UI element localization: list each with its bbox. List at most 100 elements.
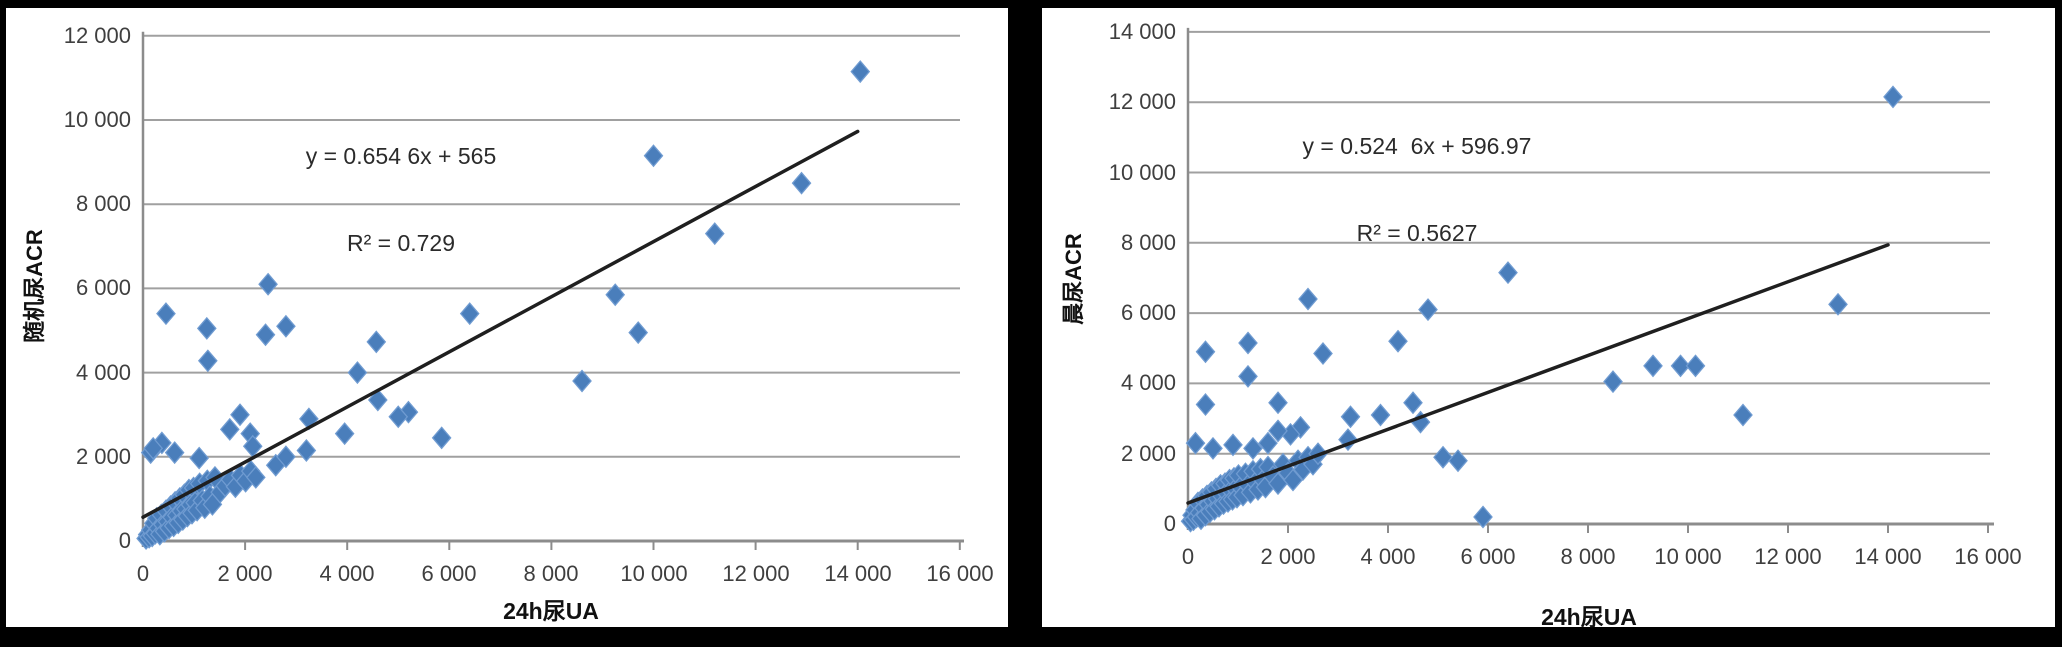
- left-scatter-plot: [136, 31, 964, 550]
- left-x-tick-label: 14 000: [824, 561, 892, 586]
- right-data-point: [1603, 370, 1623, 394]
- right-y-tick-label: 6 000: [1120, 300, 1176, 325]
- right-data-point: [1313, 342, 1333, 366]
- left-data-point: [258, 272, 278, 296]
- left-x-tick-label: 16 000: [926, 561, 994, 586]
- left-data-point: [276, 314, 296, 338]
- right-equation-block: y = 0.524 6x + 596.97 R² = 0.5627: [1242, 74, 1592, 306]
- right-data-point: [1388, 329, 1408, 353]
- left-data-point: [245, 465, 266, 489]
- right-data-point: [1685, 354, 1706, 378]
- left-data-point: [459, 302, 480, 326]
- right-data-point: [1298, 287, 1318, 311]
- right-y-tick-label: 0: [1163, 511, 1176, 536]
- left-data-point: [197, 349, 218, 373]
- left-data-point: [347, 361, 368, 385]
- left-equation-block: y = 0.654 6x + 565 R² = 0.729: [226, 84, 576, 316]
- right-y-tick-label: 14 000: [1108, 19, 1176, 44]
- left-data-point: [572, 369, 592, 393]
- right-data-point: [1203, 436, 1223, 460]
- right-data-point: [1268, 419, 1288, 443]
- left-data-point: [628, 321, 649, 345]
- right-x-tick-label: 4 000: [1360, 544, 1416, 569]
- right-data-point: [1418, 298, 1438, 322]
- right-data-point: [1670, 354, 1691, 378]
- right-data-point: [1433, 445, 1453, 469]
- right-data-point: [1243, 436, 1263, 460]
- right-data-point: [1258, 431, 1278, 455]
- left-data-point: [605, 283, 626, 307]
- left-y-tick-label: 8 000: [75, 191, 131, 216]
- right-data-point: [1195, 340, 1216, 364]
- left-data-point: [296, 438, 317, 462]
- right-x-tick-label: 10 000: [1654, 544, 1722, 569]
- right-data-point: [1340, 405, 1361, 429]
- left-data-point: [276, 445, 296, 469]
- left-chart-panel: y = 0.654 6x + 565 R² = 0.729 24h尿UA 随机尿…: [6, 8, 1008, 627]
- right-y-tick-label: 4 000: [1120, 370, 1176, 395]
- left-data-point: [791, 171, 812, 195]
- left-equation-text: y = 0.654 6x + 565: [305, 143, 497, 169]
- right-data-point: [1403, 391, 1423, 415]
- right-data-point: [1238, 364, 1258, 388]
- left-y-tick-label: 6 000: [75, 275, 131, 300]
- right-equation-text: y = 0.524 6x + 596.97: [1302, 133, 1532, 159]
- left-data-point: [143, 436, 164, 460]
- left-data-point: [255, 323, 276, 347]
- right-x-tick-label: 0: [1181, 544, 1195, 569]
- left-data-point: [196, 316, 217, 340]
- left-data-point: [366, 330, 387, 354]
- right-scatter-plot: [1180, 27, 1994, 533]
- left-x-tick-label: 0: [136, 561, 150, 586]
- right-x-tick-label: 6 000: [1460, 544, 1516, 569]
- right-x-tick-label: 2 000: [1260, 544, 1316, 569]
- right-trendline: [1186, 243, 1890, 505]
- right-data-point: [1238, 331, 1258, 355]
- left-r-squared-text: R² = 0.729: [346, 230, 456, 256]
- left-data-point: [164, 441, 185, 465]
- right-data-point: [1448, 449, 1468, 473]
- right-data-point: [1473, 505, 1493, 529]
- left-x-tick-label: 10 000: [620, 561, 688, 586]
- left-x-tick-label: 12 000: [722, 561, 790, 586]
- right-data-point: [1828, 292, 1848, 316]
- left-data-point: [189, 446, 210, 470]
- right-data-point: [1283, 468, 1303, 492]
- left-data-point: [850, 60, 871, 84]
- right-data-point: [1185, 431, 1206, 455]
- right-data-point: [1883, 85, 1903, 109]
- left-y-tick-label: 10 000: [63, 107, 131, 132]
- right-x-tick-label: 12 000: [1754, 544, 1822, 569]
- right-chart-panel: y = 0.524 6x + 596.97 R² = 0.5627 24h尿UA…: [1042, 8, 2055, 630]
- right-x-axis-title: 24h尿UA: [1541, 604, 1637, 630]
- left-y-tick-label: 2 000: [75, 444, 131, 469]
- left-y-tick-label: 0: [118, 528, 131, 553]
- right-r-squared-text: R² = 0.5627: [1356, 220, 1478, 246]
- right-x-tick-label: 8 000: [1560, 544, 1616, 569]
- right-y-tick-label: 12 000: [1108, 89, 1176, 114]
- left-y-tick-label: 12 000: [63, 23, 131, 48]
- left-data-point: [704, 222, 725, 246]
- left-data-point: [643, 144, 664, 168]
- left-x-axis-title: 24h尿UA: [503, 598, 599, 624]
- left-y-tick-label: 4 000: [75, 360, 131, 385]
- right-y-tick-label: 10 000: [1108, 160, 1176, 185]
- right-data-point: [1223, 433, 1243, 457]
- left-data-point: [388, 405, 409, 429]
- right-y-tick-label: 2 000: [1120, 441, 1176, 466]
- right-y-tick-label: 8 000: [1120, 230, 1176, 255]
- left-data-point: [156, 302, 176, 326]
- left-x-tick-label: 2 000: [217, 561, 273, 586]
- left-data-point: [219, 417, 240, 441]
- left-x-tick-label: 6 000: [421, 561, 477, 586]
- left-data-point: [230, 403, 250, 427]
- right-data-point: [1195, 392, 1216, 416]
- right-data-point: [1643, 354, 1663, 378]
- left-data-point: [431, 426, 452, 450]
- left-trendline: [141, 129, 860, 519]
- left-x-tick-label: 4 000: [319, 561, 375, 586]
- right-data-point: [1498, 261, 1518, 285]
- left-x-tick-label: 8 000: [523, 561, 579, 586]
- right-data-point: [1733, 403, 1753, 427]
